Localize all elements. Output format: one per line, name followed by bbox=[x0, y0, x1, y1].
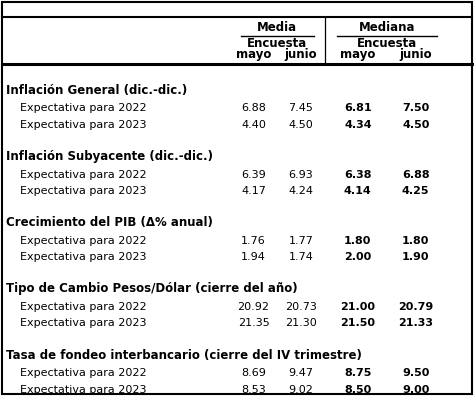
Text: 21.35: 21.35 bbox=[238, 318, 269, 328]
Text: 1.80: 1.80 bbox=[344, 236, 372, 246]
Text: 21.50: 21.50 bbox=[340, 318, 375, 328]
Text: Expectativa para 2022: Expectativa para 2022 bbox=[20, 236, 146, 246]
Text: 9.02: 9.02 bbox=[289, 385, 313, 394]
Text: Mediana: Mediana bbox=[358, 21, 415, 34]
Text: 21.33: 21.33 bbox=[398, 318, 433, 328]
Text: 21.00: 21.00 bbox=[340, 302, 375, 312]
Text: Tasa de fondeo interbancario (cierre del IV trimestre): Tasa de fondeo interbancario (cierre del… bbox=[6, 348, 362, 362]
Text: 6.88: 6.88 bbox=[241, 103, 266, 114]
Text: Media: Media bbox=[257, 21, 297, 34]
Text: Expectativa para 2023: Expectativa para 2023 bbox=[20, 252, 146, 262]
Text: mayo: mayo bbox=[340, 48, 375, 61]
Text: 8.69: 8.69 bbox=[241, 368, 266, 378]
Text: 4.14: 4.14 bbox=[344, 186, 372, 196]
Text: 1.74: 1.74 bbox=[289, 252, 313, 262]
Text: 20.73: 20.73 bbox=[285, 302, 317, 312]
Text: Inflación Subyacente (dic.-dic.): Inflación Subyacente (dic.-dic.) bbox=[6, 150, 213, 163]
Text: 21.30: 21.30 bbox=[285, 318, 317, 328]
Text: Expectativa para 2023: Expectativa para 2023 bbox=[20, 318, 146, 328]
Text: Inflación General (dic.-dic.): Inflación General (dic.-dic.) bbox=[6, 84, 187, 97]
Text: 1.76: 1.76 bbox=[241, 236, 266, 246]
Text: 1.94: 1.94 bbox=[241, 252, 266, 262]
Text: 6.38: 6.38 bbox=[344, 169, 372, 179]
Text: Encuesta: Encuesta bbox=[247, 37, 308, 50]
Text: 20.79: 20.79 bbox=[398, 302, 433, 312]
Text: 4.40: 4.40 bbox=[241, 120, 266, 130]
Text: 8.50: 8.50 bbox=[344, 385, 372, 394]
Text: mayo: mayo bbox=[236, 48, 271, 61]
Text: 9.47: 9.47 bbox=[289, 368, 313, 378]
Text: 4.17: 4.17 bbox=[241, 186, 266, 196]
Text: Expectativa para 2022: Expectativa para 2022 bbox=[20, 302, 146, 312]
Text: 6.81: 6.81 bbox=[344, 103, 372, 114]
Text: 7.45: 7.45 bbox=[289, 103, 313, 114]
Text: Encuesta: Encuesta bbox=[356, 37, 417, 50]
Text: 4.50: 4.50 bbox=[289, 120, 313, 130]
Text: 9.50: 9.50 bbox=[402, 368, 429, 378]
Text: 4.24: 4.24 bbox=[289, 186, 313, 196]
Text: 1.80: 1.80 bbox=[402, 236, 429, 246]
Text: 1.90: 1.90 bbox=[402, 252, 429, 262]
Text: 6.88: 6.88 bbox=[402, 169, 429, 179]
Text: 4.50: 4.50 bbox=[402, 120, 429, 130]
Text: junio: junio bbox=[285, 48, 317, 61]
Text: Expectativa para 2023: Expectativa para 2023 bbox=[20, 120, 146, 130]
Text: 8.53: 8.53 bbox=[241, 385, 266, 394]
Text: Expectativa para 2022: Expectativa para 2022 bbox=[20, 103, 146, 114]
Text: 6.39: 6.39 bbox=[241, 169, 266, 179]
Text: 1.77: 1.77 bbox=[289, 236, 313, 246]
Text: 6.93: 6.93 bbox=[289, 169, 313, 179]
Text: 9.00: 9.00 bbox=[402, 385, 429, 394]
Text: 4.34: 4.34 bbox=[344, 120, 372, 130]
Text: 4.25: 4.25 bbox=[402, 186, 429, 196]
Text: Expectativa para 2022: Expectativa para 2022 bbox=[20, 169, 146, 179]
Text: 20.92: 20.92 bbox=[237, 302, 270, 312]
Text: junio: junio bbox=[400, 48, 432, 61]
Text: Crecimiento del PIB (Δ% anual): Crecimiento del PIB (Δ% anual) bbox=[6, 216, 212, 229]
Text: Expectativa para 2023: Expectativa para 2023 bbox=[20, 385, 146, 394]
Text: 8.75: 8.75 bbox=[344, 368, 372, 378]
Text: 2.00: 2.00 bbox=[344, 252, 372, 262]
Text: Expectativa para 2022: Expectativa para 2022 bbox=[20, 368, 146, 378]
Text: 7.50: 7.50 bbox=[402, 103, 429, 114]
Text: Tipo de Cambio Pesos/Dólar (cierre del año): Tipo de Cambio Pesos/Dólar (cierre del a… bbox=[6, 282, 297, 295]
Text: Expectativa para 2023: Expectativa para 2023 bbox=[20, 186, 146, 196]
